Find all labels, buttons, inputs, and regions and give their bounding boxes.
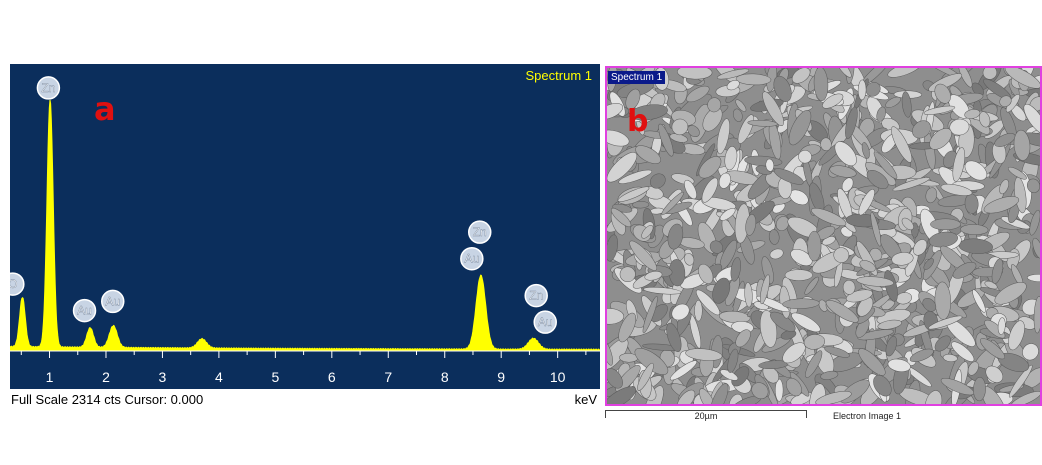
x-tick-label: 2 — [102, 369, 110, 385]
eds-spectrum-panel: 1 2 3 4 5 6 7 8 9 10 O Zn Au Au Zn Au Zn Au Spectrum 1 a… — [10, 64, 600, 409]
annotation-label: Au — [105, 294, 120, 308]
x-tick-label: 10 — [550, 369, 566, 385]
peak-annotation: Zn — [469, 221, 491, 243]
annotation-label: Au — [77, 304, 92, 318]
x-tick-label: 4 — [215, 369, 223, 385]
electron-image-label: Electron Image 1 — [833, 411, 901, 421]
sem-crystal — [785, 270, 813, 281]
annotation-label: Zn — [41, 81, 55, 95]
x-tick-label: 1 — [46, 369, 54, 385]
annotation-label: Zn — [473, 225, 487, 239]
scale-bar-label: 20µm — [605, 411, 807, 421]
sem-crystal — [620, 267, 636, 282]
sem-crystal — [858, 80, 866, 100]
sem-crystal — [886, 68, 923, 81]
peak-annotation: Au — [461, 248, 483, 270]
sem-micrograph: Spectrum 1 b — [605, 66, 1042, 406]
sem-spectrum-tag: Spectrum 1 — [608, 71, 665, 84]
x-tick-label: 8 — [441, 369, 449, 385]
annotation-label: Au — [538, 315, 553, 329]
peak-annotation: Au — [102, 290, 124, 312]
sem-crystal — [1027, 274, 1040, 282]
x-tick-label: 9 — [497, 369, 505, 385]
eds-spectrum-chart: 1 2 3 4 5 6 7 8 9 10 O Zn Au Au Zn Au Zn Au Spectrum 1 a… — [10, 64, 600, 409]
panel-label-a: a — [94, 90, 116, 128]
x-tick-label: 6 — [328, 369, 336, 385]
annotation-label: Au — [464, 252, 479, 266]
spectrum-title: Spectrum 1 — [526, 68, 592, 83]
sem-crystal — [769, 247, 785, 260]
sem-image-panel: Spectrum 1 b 20µm Electron Image 1 — [605, 66, 1042, 431]
annotation-label: O — [10, 277, 17, 291]
sem-crystal — [930, 219, 960, 230]
peak-annotation: Au — [74, 300, 96, 322]
peak-annotation: Zn — [525, 285, 547, 307]
sem-crystal — [677, 68, 712, 80]
x-tick-label: 7 — [384, 369, 392, 385]
sem-crystal — [808, 231, 822, 261]
peak-annotation: Zn — [37, 77, 59, 99]
sem-texture — [607, 68, 1040, 404]
x-tick-label: 5 — [271, 369, 279, 385]
footer-text: Full Scale 2314 cts Cursor: 0.000 — [11, 392, 203, 407]
sem-crystal — [695, 300, 703, 321]
peak-annotation: Au — [534, 311, 556, 333]
x-tick-label: 3 — [159, 369, 167, 385]
sem-crystal — [960, 224, 988, 235]
x-axis-unit: keV — [575, 392, 598, 407]
panel-label-b: b — [627, 104, 648, 139]
annotation-label: Zn — [529, 289, 543, 303]
